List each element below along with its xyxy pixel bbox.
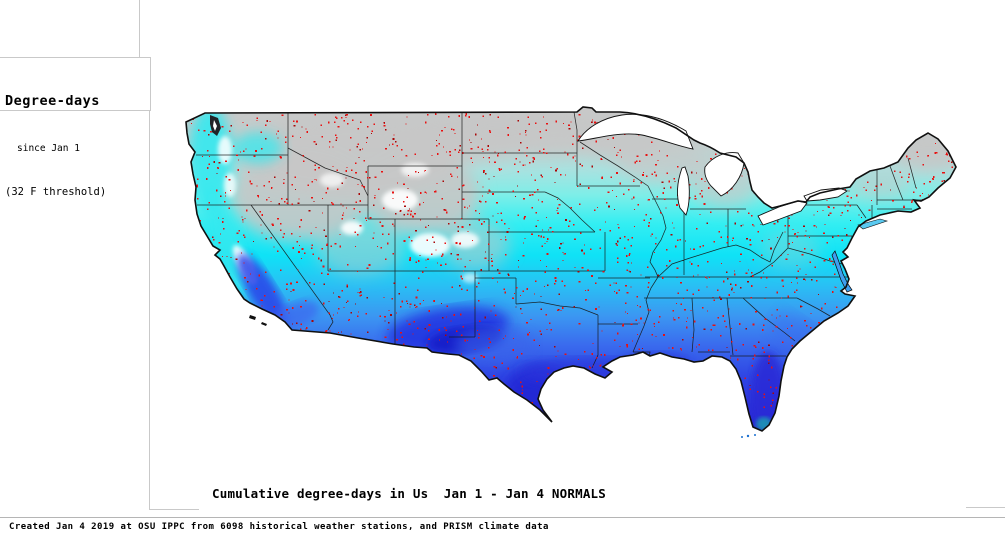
chesapeake-bay [831, 250, 853, 293]
snow-patches [218, 136, 479, 285]
table-border [0, 110, 151, 111]
puget-sound [210, 115, 221, 136]
footer-credit-text: Created Jan 4 2019 at OSU IPPC from 6098… [9, 522, 549, 532]
us-degree-days-map [150, 0, 1005, 509]
table-border [149, 110, 150, 509]
table-border [149, 509, 199, 510]
legend-title: Degree-days [5, 93, 100, 109]
table-border [0, 57, 151, 58]
channel-islands [249, 315, 267, 326]
long-island [857, 218, 889, 230]
legend-box: Degree-days since Jan 1 (32 F threshold) [5, 63, 106, 214]
florida-keys [741, 434, 756, 438]
table-border [150, 57, 151, 110]
legend-subtitle-since: since Jan 1 [17, 142, 80, 154]
footer-bar: Created Jan 4 2019 at OSU IPPC from 6098… [0, 517, 1005, 541]
legend-subtitle-threshold: (32 F threshold) [5, 186, 107, 198]
cyan-coastal-regions [188, 107, 283, 299]
table-border [966, 507, 1005, 508]
map-caption: Cumulative degree-days in Us Jan 1 - Jan… [212, 486, 607, 501]
great-lakes [577, 113, 848, 226]
table-border [139, 0, 140, 57]
